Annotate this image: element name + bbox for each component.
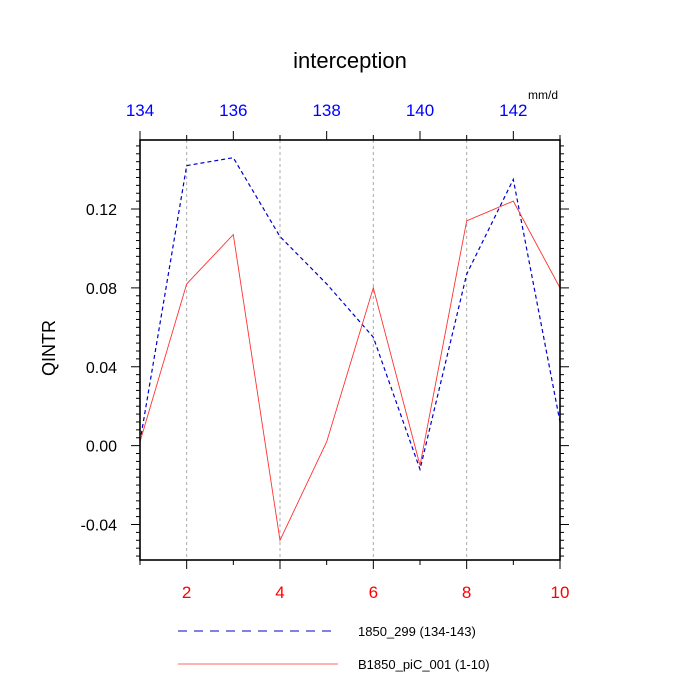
axes: -0.04 0.00 0.04 0.08 0.12 2 4 6 8 10 134 136 138 140 1… [81,101,570,602]
x-bottom-tick-label: 4 [275,583,284,602]
x-bottom-tick-label: 2 [182,583,191,602]
x-bottom-tick-label: 8 [462,583,471,602]
x-top-tick-label: 140 [406,101,434,120]
y-tick-label: 0.04 [86,360,117,377]
x-top-tick-label: 142 [499,101,527,120]
chart-title: interception [293,48,407,73]
vertical-grid [186,140,468,560]
legend: 1850_299 (134-143) B1850_piC_001 (1-10) [178,624,490,672]
x-bottom-tick-label: 10 [551,583,570,602]
y-tick-label: 0.08 [86,281,117,298]
y-tick-label: -0.04 [81,518,118,535]
y-tick-label: 0.12 [86,202,117,219]
series-line-1850-299 [139,157,561,472]
series-lines [139,157,561,542]
units-label: mm/d [528,88,558,102]
plot-frame [139,139,561,561]
y-axis-label: QINTR [39,320,59,376]
legend-label: 1850_299 (134-143) [358,624,476,639]
x-top-tick-label: 138 [312,101,340,120]
y-tick-label: 0.00 [86,439,117,456]
x-top-tick-label: 136 [219,101,247,120]
legend-label: B1850_piC_001 (1-10) [358,657,490,672]
series-line-b1850-pic-001 [139,200,561,542]
x-top-tick-label: 134 [126,101,154,120]
x-bottom-tick-label: 6 [369,583,378,602]
